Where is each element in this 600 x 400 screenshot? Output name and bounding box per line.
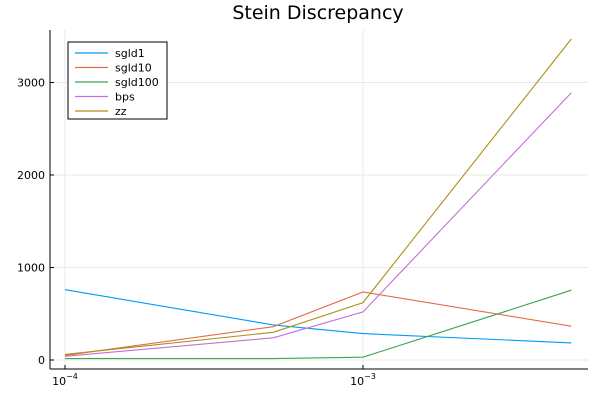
x-tick-labels: 10−4 10−3 [52, 372, 376, 388]
legend-box [67, 41, 168, 120]
axes [49, 30, 588, 370]
series-line-zz [64, 38, 572, 355]
series-line-sgld1 [64, 289, 572, 344]
x-tick-label: 10−4 [52, 372, 78, 388]
series-line-sgld10 [64, 291, 572, 356]
series-line-bps [64, 92, 572, 357]
y-tick-label: 3000 [17, 77, 45, 90]
legend-label-sgld100: sgld100 [115, 76, 159, 89]
legend-label-bps: bps [115, 91, 135, 104]
y-tick-labels: 0 1000 2000 3000 [17, 77, 45, 368]
x-tick-label: 10−3 [350, 372, 376, 388]
y-tick-label: 2000 [17, 169, 45, 182]
series-line-sgld100 [65, 289, 572, 360]
series-lines [64, 38, 572, 360]
legend-label-zz: zz [115, 105, 127, 118]
y-tick-label: 1000 [17, 262, 45, 275]
y-tick-label: 0 [38, 354, 45, 367]
legend-label-sgld1: sgld1 [115, 47, 145, 60]
chart-title: Stein Discrepancy [232, 2, 403, 24]
legend-label-sgld10: sgld10 [115, 62, 152, 75]
